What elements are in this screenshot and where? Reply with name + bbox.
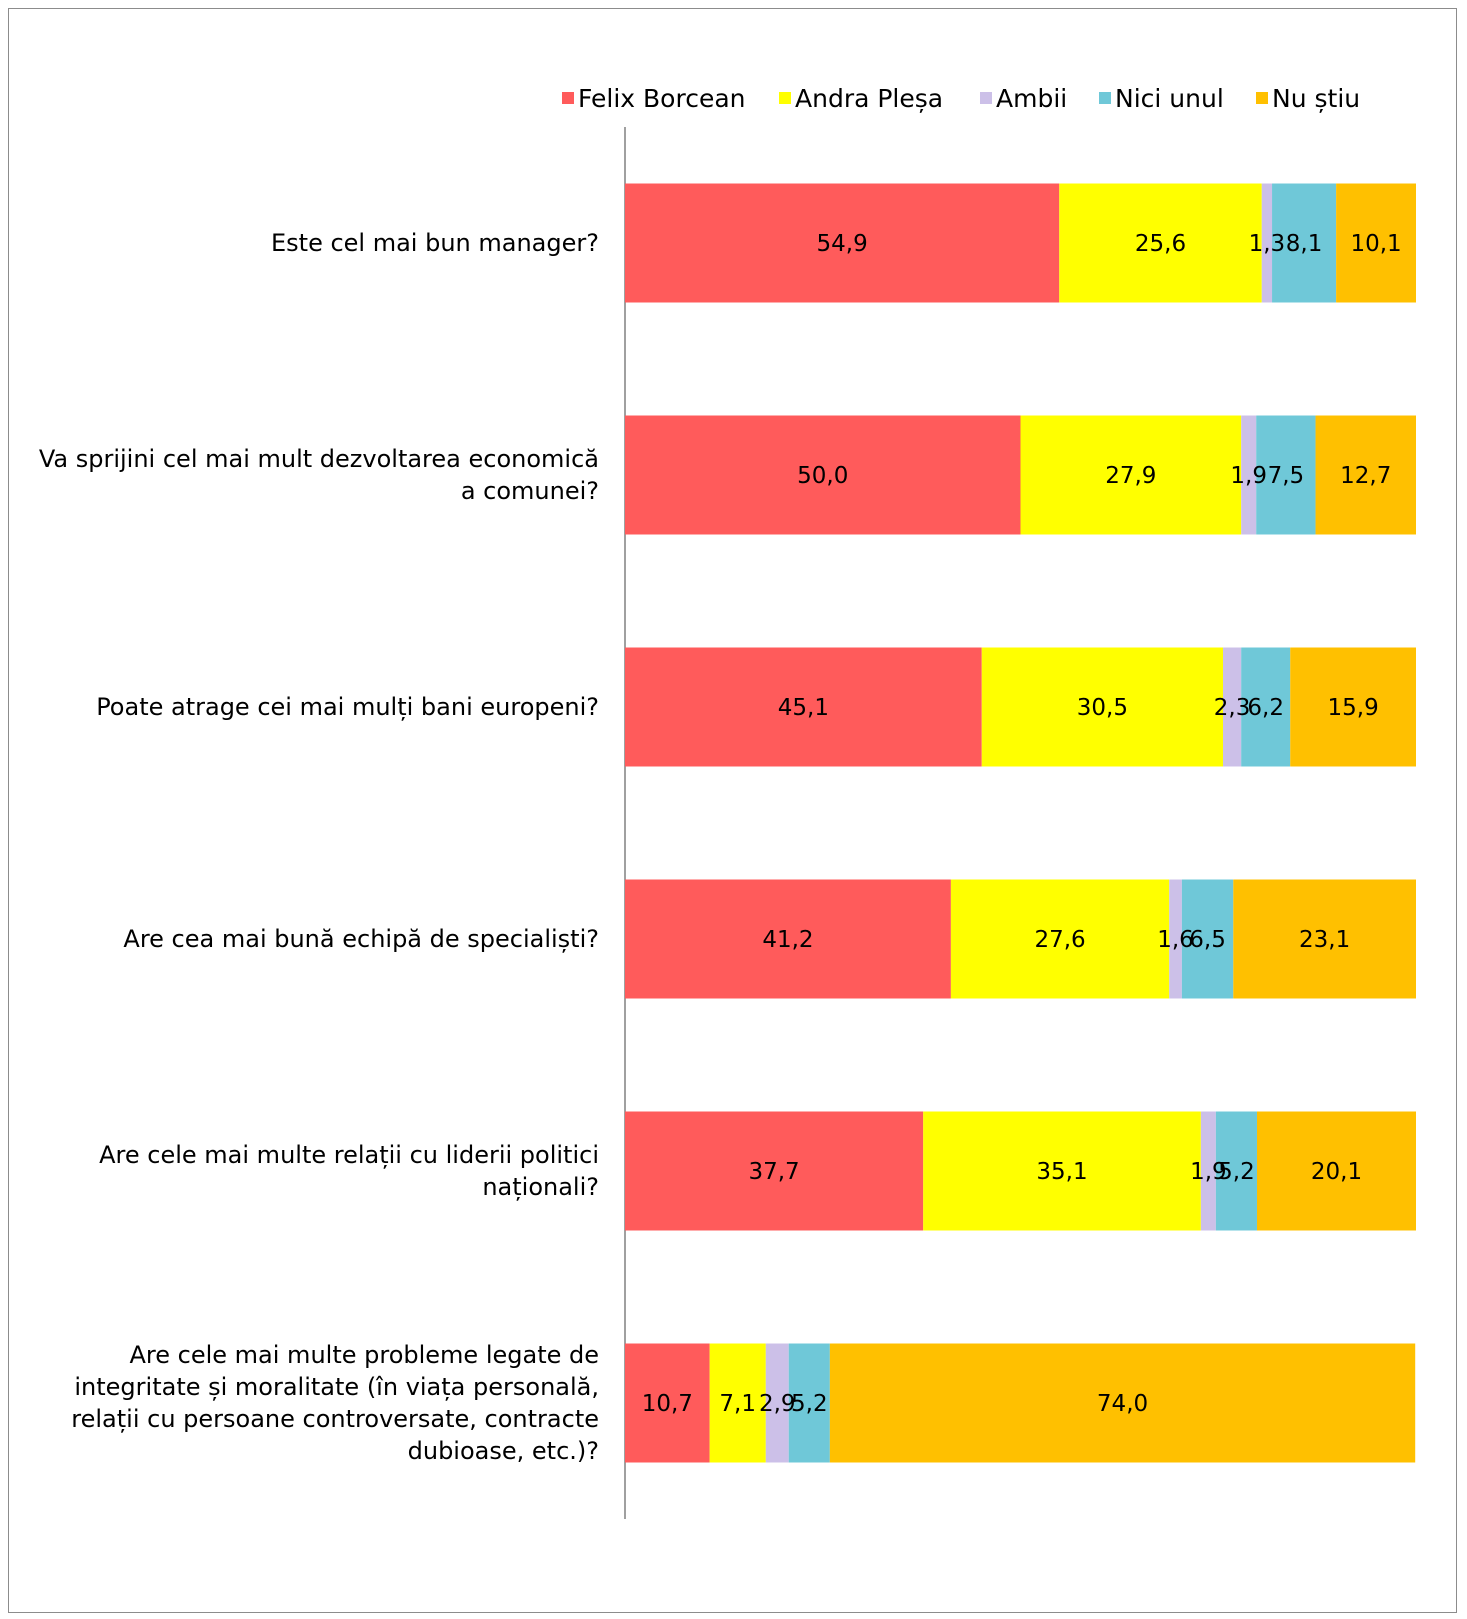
value-label-nici-unul-1: 8,1 bbox=[1286, 231, 1323, 257]
legend-swatch-ambii bbox=[980, 92, 992, 104]
value-label-felix-borcean-6: 10,7 bbox=[642, 1391, 693, 1417]
category-label-4: Are cea mai bună echipă de specialiști? bbox=[123, 925, 599, 953]
legend-label-andra-plesa: Andra Pleșa bbox=[795, 84, 943, 113]
bar-andra-plesa-2 bbox=[1020, 415, 1242, 535]
value-label-felix-borcean-5: 37,7 bbox=[748, 1159, 799, 1185]
bar-nici-unul-5 bbox=[1215, 1111, 1258, 1231]
bar-nu-stiu-5 bbox=[1257, 1111, 1416, 1231]
bar-nu-stiu-3 bbox=[1290, 647, 1416, 767]
bar-nici-unul-1 bbox=[1272, 183, 1337, 303]
value-label-nu-stiu-5: 20,1 bbox=[1311, 1159, 1362, 1185]
category-label-2: Va sprijini cel mai mult dezvoltarea eco… bbox=[39, 445, 599, 505]
value-label-nu-stiu-2: 12,7 bbox=[1340, 463, 1391, 489]
bar-felix-borcean-5 bbox=[625, 1111, 924, 1231]
category-label-5: Are cele mai multe relații cu liderii po… bbox=[99, 1141, 599, 1201]
legend-swatch-felix-borcean bbox=[562, 92, 574, 104]
bar-ambii-2 bbox=[1241, 415, 1257, 535]
bar-ambii-4 bbox=[1169, 879, 1182, 999]
value-label-felix-borcean-2: 50,0 bbox=[797, 463, 848, 489]
category-labels: Este cel mai bun manager? Va sprijini cel… bbox=[39, 229, 599, 1465]
value-label-nici-unul-6: 5,2 bbox=[791, 1391, 828, 1417]
bar-andra-plesa-5 bbox=[923, 1111, 1201, 1231]
bar-andra-plesa-1 bbox=[1059, 183, 1262, 303]
legend-swatch-andra-plesa bbox=[779, 92, 791, 104]
value-label-andra-plesa-5: 35,1 bbox=[1036, 1159, 1087, 1185]
legend: Felix Borcean Andra Pleșa Ambii Nici unul Nu… bbox=[562, 84, 1360, 113]
chart-frame: Felix Borcean Andra Pleșa Ambii Nici unul Nu… bbox=[8, 8, 1457, 1613]
legend-label-nici-unul: Nici unul bbox=[1115, 84, 1224, 113]
value-label-nu-stiu-6: 74,0 bbox=[1097, 1391, 1148, 1417]
value-label-felix-borcean-4: 41,2 bbox=[762, 927, 813, 953]
bar-felix-borcean-2 bbox=[625, 415, 1021, 535]
legend-swatch-nu-stiu bbox=[1256, 92, 1268, 104]
bar-ambii-5 bbox=[1200, 1111, 1216, 1231]
bar-felix-borcean-1 bbox=[625, 183, 1060, 303]
category-label-6: Are cele mai multe probleme legate de int… bbox=[71, 1341, 599, 1465]
bar-nici-unul-6 bbox=[788, 1343, 830, 1463]
value-label-andra-plesa-4: 27,6 bbox=[1034, 927, 1085, 953]
bar-nici-unul-2 bbox=[1256, 415, 1316, 535]
bar-felix-borcean-3 bbox=[625, 647, 982, 767]
category-label-1: Este cel mai bun manager? bbox=[271, 229, 599, 257]
value-label-ambii-3: 2,3 bbox=[1214, 695, 1251, 721]
bar-nici-unul-4 bbox=[1181, 879, 1234, 999]
bar-nu-stiu-1 bbox=[1336, 183, 1416, 303]
value-label-nu-stiu-1: 10,1 bbox=[1350, 231, 1401, 257]
value-label-andra-plesa-6: 7,1 bbox=[719, 1391, 756, 1417]
stacked-bar-chart: Felix Borcean Andra Pleșa Ambii Nici unul Nu… bbox=[39, 84, 1416, 1519]
category-label-3: Poate atrage cei mai mulți bani europeni… bbox=[96, 693, 599, 721]
value-label-nici-unul-2: 7,5 bbox=[1268, 463, 1305, 489]
value-label-andra-plesa-3: 30,5 bbox=[1077, 695, 1128, 721]
value-label-nici-unul-3: 6,2 bbox=[1247, 695, 1284, 721]
bar-nici-unul-3 bbox=[1241, 647, 1291, 767]
bar-andra-plesa-6 bbox=[709, 1343, 766, 1463]
bar-ambii-1 bbox=[1261, 183, 1273, 303]
bar-andra-plesa-3 bbox=[981, 647, 1223, 767]
value-label-andra-plesa-2: 27,9 bbox=[1105, 463, 1156, 489]
value-label-nici-unul-5: 5,2 bbox=[1218, 1159, 1255, 1185]
bar-ambii-3 bbox=[1222, 647, 1242, 767]
bar-nu-stiu-4 bbox=[1233, 879, 1416, 999]
value-label-andra-plesa-1: 25,6 bbox=[1135, 231, 1186, 257]
value-label-ambii-6: 2,9 bbox=[759, 1391, 796, 1417]
value-label-felix-borcean-3: 45,1 bbox=[778, 695, 829, 721]
bar-nu-stiu-6 bbox=[829, 1343, 1416, 1463]
value-label-ambii-4: 1,6 bbox=[1157, 927, 1194, 953]
value-label-ambii-5: 1,9 bbox=[1190, 1159, 1227, 1185]
value-label-felix-borcean-1: 54,9 bbox=[817, 231, 868, 257]
bar-ambii-6 bbox=[765, 1343, 789, 1463]
legend-swatch-nici-unul bbox=[1099, 92, 1111, 104]
value-label-nu-stiu-3: 15,9 bbox=[1328, 695, 1379, 721]
legend-label-nu-stiu: Nu știu bbox=[1272, 84, 1360, 113]
bars bbox=[625, 183, 1416, 1463]
bar-nu-stiu-2 bbox=[1315, 415, 1416, 535]
bar-felix-borcean-6 bbox=[625, 1343, 710, 1463]
value-label-nu-stiu-4: 23,1 bbox=[1299, 927, 1350, 953]
value-label-ambii-2: 1,9 bbox=[1230, 463, 1267, 489]
bar-andra-plesa-4 bbox=[950, 879, 1170, 999]
value-label-ambii-1: 1,3 bbox=[1249, 231, 1286, 257]
value-label-nici-unul-4: 6,5 bbox=[1189, 927, 1226, 953]
legend-label-felix-borcean: Felix Borcean bbox=[578, 84, 746, 113]
value-labels: 54,9 25,6 1,3 8,1 10,150,0 27,9 1,9 7,5 12,745,1… bbox=[642, 231, 1402, 1417]
legend-label-ambii: Ambii bbox=[996, 84, 1067, 113]
bar-felix-borcean-4 bbox=[625, 879, 951, 999]
